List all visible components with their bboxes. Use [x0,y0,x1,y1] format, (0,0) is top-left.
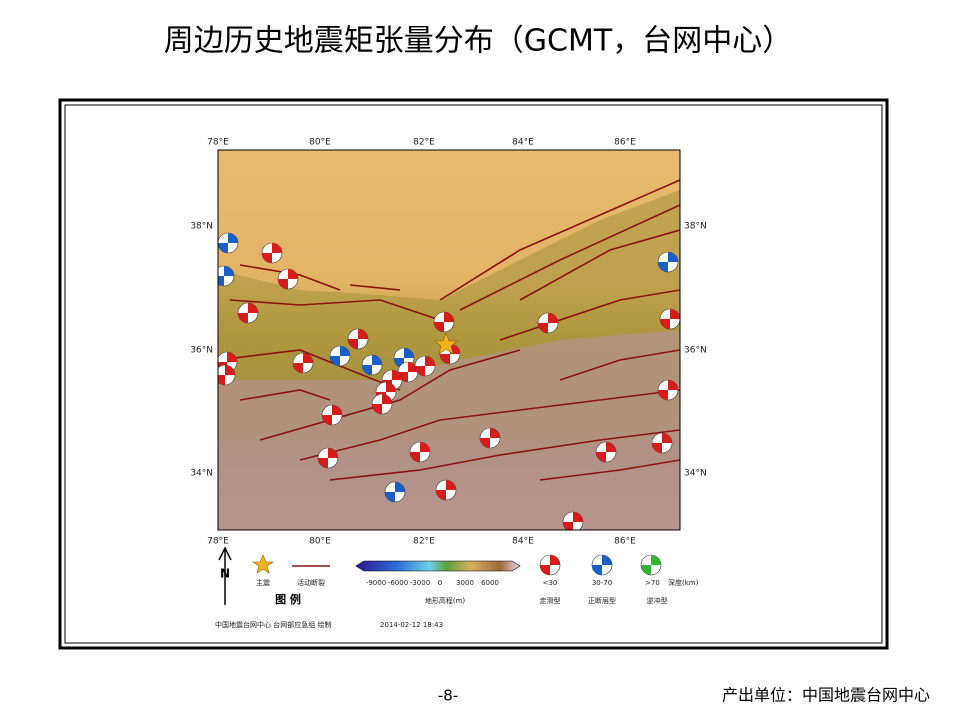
lon-label-top: 86°E [614,138,636,148]
lon-label-bottom: 86°E [614,537,636,547]
beachball-quadrant [415,356,435,376]
fault-line [439,179,680,301]
elevation-label: 地形高程(m) [425,596,466,605]
page-number: -8- [438,687,458,705]
beachball-quadrant [436,480,456,500]
beachball-quadrant [218,233,238,253]
lat-label-right: 38°N [684,222,707,232]
lon-label-bottom: 84°E [512,537,534,547]
beachball-quadrant [480,428,500,448]
legend-mainshock: 主震 [256,578,270,587]
legend-fault: 活动断裂 [297,578,325,587]
legend-title: 图 例 [275,592,301,606]
elevation-tick: -6000 [388,579,408,587]
lat-label-left: 38°N [190,222,213,232]
beachball-quadrant [322,405,342,425]
fault-line [519,229,680,301]
legend-star [252,554,274,574]
beachball-quadrant [330,346,350,366]
beachball-quadrant [563,512,583,530]
beachball-quadrant [362,355,382,375]
beachball-quadrant [658,380,678,400]
beachball-quadrant [641,555,661,575]
mainshock-star [434,332,458,355]
beachball-quadrant [318,448,338,468]
north-label: N [220,567,230,581]
depth-class: 30-70 [592,579,612,587]
fault-line [239,389,331,401]
lon-label-top: 80°E [309,138,331,148]
fault-line [218,349,401,391]
mechanism-type: 走滑型 [540,596,561,605]
mechanism-type: 逆冲型 [647,596,668,605]
fault-line [349,284,401,291]
beachball-quadrant [658,252,678,272]
beachball-quadrant [385,482,405,502]
beachball-quadrant [592,555,612,575]
beachball-quadrant [440,344,460,364]
map-border [217,149,681,531]
fault-line [329,429,680,481]
fault-line [239,264,341,291]
beachball-quadrant [398,362,418,382]
lon-label-top: 82°E [413,138,435,148]
beachball-quadrant [238,303,258,323]
beachball-quadrant [262,243,282,263]
lon-label-bottom: 82°E [413,537,435,547]
beachball-quadrant [540,555,560,575]
fault-line [499,289,680,341]
elevation-tick: 6000 [481,579,499,587]
timestamp: 2014-02-12 18:43 [380,621,443,629]
beachball-quadrant [278,269,298,289]
title: 周边历史地震矩张量分布（GCMT，台网中心） [164,24,792,59]
fault-line [259,349,521,441]
fault-line [559,349,680,381]
fault-line [459,204,680,311]
beachball-quadrant [660,309,680,329]
elevation-tick: -3000 [410,579,430,587]
lon-label-bottom: 80°E [309,537,331,547]
lat-label-left: 36°N [190,346,213,356]
beachball-quadrant [538,313,558,333]
beachball-quadrant [434,312,454,332]
credit: 中国地震台网中心 台网部应急组 绘制 [215,620,331,629]
beachball-quadrant [348,329,368,349]
mechanism-type: 正断层型 [588,596,616,605]
lon-label-top: 84°E [512,138,534,148]
beachball-quadrant [394,348,414,368]
frame-inner [64,104,883,644]
beachball-quadrant [372,394,392,414]
beachball-quadrant [596,442,616,462]
fault-line [299,389,680,461]
beachball-quadrant [410,442,430,462]
depth-class: <30 [543,579,558,587]
elevation-tick: -9000 [366,579,386,587]
fault-line [539,459,680,481]
elevation-tick: 0 [438,579,442,587]
lon-label-bottom: 78°E [207,537,229,547]
beachball-quadrant [218,365,235,385]
fault-line [229,299,441,321]
lon-label-top: 78°E [207,138,229,148]
beachball-quadrant [293,353,313,373]
map [218,150,680,530]
north-arrow [218,546,232,605]
frame [58,98,889,650]
beachball-quadrant [218,266,234,286]
depth-class: >70 [645,579,660,587]
elevation-tick: 3000 [456,579,474,587]
producer: 产出单位：中国地震台网中心 [722,686,930,705]
elevation-colorbar [355,560,521,572]
lat-label-right: 36°N [684,346,707,356]
depth-unit: 深度(km) [668,578,699,587]
beachball-quadrant [652,433,672,453]
lat-label-left: 34°N [190,469,213,479]
lat-label-right: 34°N [684,469,707,479]
